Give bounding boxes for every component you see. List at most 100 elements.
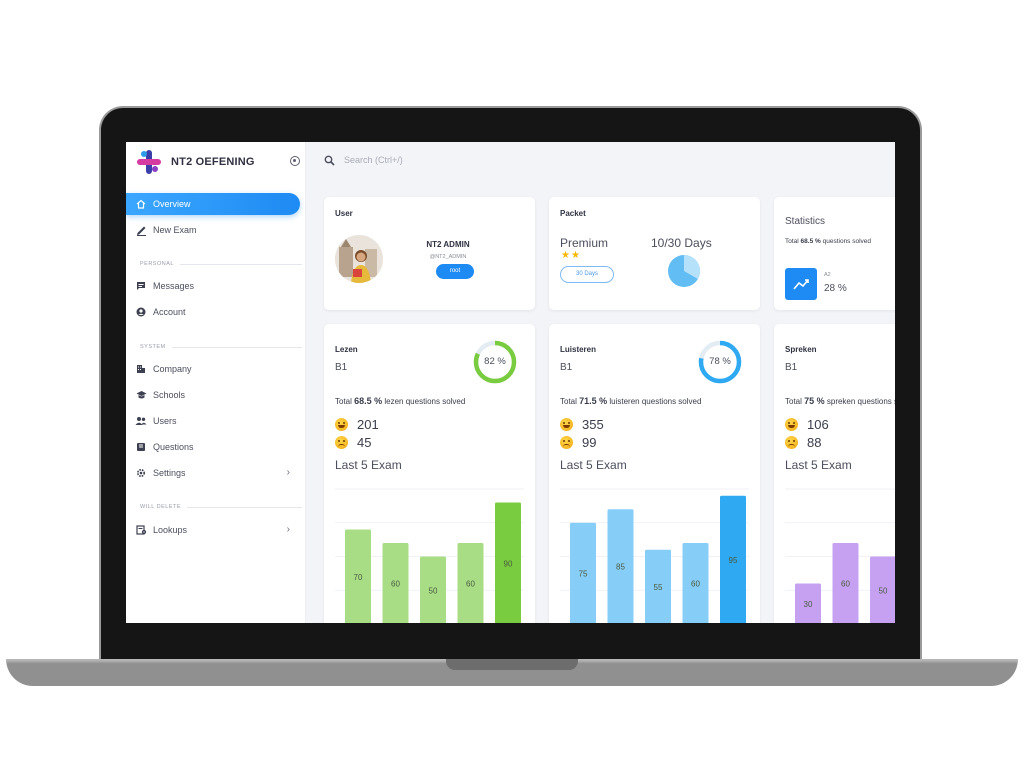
bar-value-label: 85 [616, 563, 625, 572]
role-badge[interactable]: root [436, 264, 474, 279]
sidebar-item-label: Questions [153, 442, 194, 452]
graduation-cap-icon [135, 389, 147, 401]
correct-count: 201 [357, 417, 379, 432]
search-icon [324, 155, 335, 166]
brand[interactable]: NT2 OEFENING [136, 149, 255, 175]
wrong-row: 88 [785, 435, 821, 450]
avatar [335, 235, 383, 283]
skill-level: B1 [560, 362, 573, 373]
search-input[interactable] [344, 153, 544, 167]
correct-count: 106 [807, 417, 829, 432]
section-label-system: SYSTEM [140, 344, 302, 350]
sidebar-item-label: Messages [153, 281, 195, 291]
bar-value-label: 50 [879, 586, 888, 595]
skill-total: Total 68.5 % lezen questions solved [335, 396, 465, 406]
user-card-title: User [335, 209, 353, 218]
brand-name: NT2 OEFENING [171, 156, 255, 168]
message-icon [135, 280, 147, 292]
sidebar-item-label: Overview [153, 199, 191, 209]
pencil-icon [135, 224, 147, 236]
skill-total: Total 75 % spreken questions solved [785, 396, 895, 406]
packet-name: Premium [560, 236, 609, 250]
chevron-right-icon: › [286, 524, 290, 535]
bar [870, 556, 895, 623]
happy-face-icon [335, 418, 348, 431]
book-icon [135, 441, 147, 453]
users-icon [135, 415, 147, 427]
skill-total: Total 71.5 % luisteren questions solved [560, 396, 701, 406]
sidebar-item-users[interactable]: Users [126, 410, 300, 432]
sidebar-item-label: New Exam [153, 225, 197, 235]
last-exams-bar-chart: 30 60 50 [785, 488, 895, 623]
user-name: NT2 ADMIN [426, 240, 470, 249]
wrong-count: 88 [807, 435, 822, 450]
statistics-percent: 28 % [824, 283, 847, 294]
skill-total-value: 68.5 % [354, 396, 383, 406]
app-screen: NT2 OEFENING Overview New Exam PERSONAL … [126, 142, 895, 623]
sidebar-item-label: Company [153, 364, 192, 374]
wrong-row: 99 [560, 435, 596, 450]
skill-card-lezen: Lezen B1 82 % Total 68.5 % lezen questions … [324, 324, 535, 623]
bar-value-label: 60 [466, 580, 475, 589]
gear-icon [135, 467, 147, 479]
sidebar-item-lookups[interactable]: Lookups › [126, 519, 300, 541]
last-exams-bar-chart: 70 60 50 60 90 [335, 488, 524, 623]
bar-value-label: 60 [841, 580, 850, 589]
statistics-summary-suffix: questions solved [820, 238, 872, 245]
skill-total-prefix: Total [335, 397, 355, 406]
section-label-will-delete: WILL DELETE [140, 504, 302, 510]
sad-face-icon [335, 436, 348, 449]
skill-card-luisteren: Luisteren B1 78 % Total 71.5 % luisteren qu… [549, 324, 760, 623]
packet-card: Packet Premium ★★ 30 Days 10/30 Days [549, 197, 760, 310]
wrong-count: 99 [582, 435, 597, 450]
packet-days-button[interactable]: 30 Days [560, 266, 614, 283]
wrong-count: 45 [357, 435, 372, 450]
wrong-row: 45 [335, 435, 371, 450]
sidebar: NT2 OEFENING Overview New Exam PERSONAL … [126, 142, 306, 623]
sad-face-icon [560, 436, 573, 449]
happy-face-icon [560, 418, 573, 431]
sidebar-item-schools[interactable]: Schools [126, 384, 300, 406]
sidebar-item-messages[interactable]: Messages [126, 275, 300, 297]
bar-value-label: 60 [691, 580, 700, 589]
star-rating-icon: ★★ [561, 250, 581, 261]
laptop-notch [446, 659, 578, 670]
brand-logo-icon [137, 150, 161, 174]
skill-total-value: 71.5 % [579, 396, 608, 406]
correct-row: 355 [560, 417, 604, 432]
sidebar-item-settings[interactable]: Settings › [126, 462, 300, 484]
sidebar-item-label: Settings [153, 468, 186, 478]
lookup-icon [135, 524, 147, 536]
last-exams-bar-chart: 75 85 55 60 95 [560, 488, 749, 623]
sidebar-item-company[interactable]: Company [126, 358, 300, 380]
chart-title: Last 5 Exam [335, 458, 402, 472]
sad-face-icon [785, 436, 798, 449]
skill-total-suffix: luisteren questions solved [607, 397, 702, 406]
sidebar-item-overview[interactable]: Overview [126, 193, 300, 215]
sidebar-item-account[interactable]: Account [126, 301, 300, 323]
bar-value-label: 55 [654, 583, 663, 592]
skill-title: Spreken [785, 345, 817, 354]
top-bar [306, 142, 895, 180]
correct-row: 106 [785, 417, 829, 432]
sidebar-toggle-icon[interactable] [290, 156, 300, 166]
skill-level: B1 [785, 362, 798, 373]
chart-title: Last 5 Exam [560, 458, 627, 472]
bar-value-label: 70 [354, 573, 363, 582]
bar-value-label: 30 [804, 600, 813, 609]
sidebar-item-questions[interactable]: Questions [126, 436, 300, 458]
statistics-summary-value: 68.5 % [800, 238, 821, 245]
skill-title: Luisteren [560, 345, 597, 354]
user-handle: @NT2_ADMIN [429, 254, 467, 260]
skill-ring-label: 78 % [709, 356, 731, 367]
chevron-right-icon: › [286, 467, 290, 478]
bar [457, 543, 484, 623]
sidebar-item-new-exam[interactable]: New Exam [126, 219, 300, 241]
bar [382, 543, 409, 623]
skill-total-prefix: Total [560, 397, 580, 406]
skill-total-suffix: lezen questions solved [382, 397, 466, 406]
statistics-level: A2 [824, 272, 831, 278]
skill-total-suffix: spreken questions solved [826, 397, 895, 406]
skill-total-prefix: Total [785, 397, 805, 406]
bar [832, 543, 859, 623]
